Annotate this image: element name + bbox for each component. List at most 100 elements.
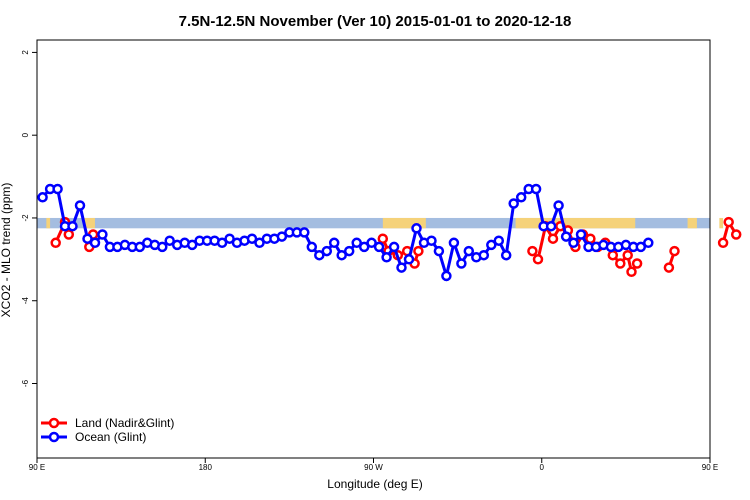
series-1-point <box>456 258 467 269</box>
series-layer <box>37 183 742 282</box>
series-1-point <box>224 233 235 244</box>
series-1-point <box>321 245 333 257</box>
series-1-point <box>635 241 647 253</box>
series-0-point <box>63 229 75 240</box>
series-1-point <box>82 233 93 244</box>
series-1-point <box>164 235 175 246</box>
series-1-point <box>254 237 265 249</box>
axes: 90 E 180 90 W 0 90 E 2 0 -2 -4 -6 <box>21 50 718 472</box>
series-1 <box>37 183 654 282</box>
series-1-point <box>486 239 497 251</box>
series-0-point <box>413 245 424 257</box>
legend-swatch-marker <box>48 417 60 429</box>
land-band-2 <box>382 217 426 229</box>
series-0-point <box>377 233 389 244</box>
series-1-point <box>134 241 146 253</box>
series-0-point <box>615 258 626 269</box>
series-1-point <box>388 241 400 253</box>
series-1-point <box>216 237 228 249</box>
series-0-point <box>717 237 729 249</box>
series-1-point <box>441 270 452 282</box>
legend-item-0: Land (Nadir&Glint) <box>41 416 174 430</box>
series-1-point <box>643 237 654 249</box>
series-0-point <box>547 233 559 244</box>
series-1-point <box>246 233 258 244</box>
series-1-point <box>276 231 288 242</box>
y-tick-label-3: -4 <box>21 297 30 305</box>
series-0-point <box>723 216 734 228</box>
series-0-point <box>626 266 637 278</box>
series-1-point <box>336 249 347 261</box>
ocean-band <box>37 217 710 229</box>
chart-title: 7.5N-12.5N November (Ver 10) 2015-01-01 … <box>179 13 572 30</box>
series-1-point <box>89 237 101 249</box>
series-1-point <box>328 237 340 249</box>
y-tick-label-0: 2 <box>21 50 30 55</box>
series-1-point <box>545 220 557 232</box>
series-0-point <box>663 262 675 273</box>
land-band-1 <box>83 217 95 229</box>
series-0-point <box>631 258 643 269</box>
series-1-point <box>568 237 579 249</box>
series-1-point <box>97 229 108 240</box>
series-1-point <box>373 241 385 253</box>
series-1-point <box>343 245 355 257</box>
series-1-point <box>67 220 78 232</box>
series-1-point <box>426 235 437 246</box>
y-tick-label-4: -6 <box>21 379 30 387</box>
series-1-point <box>299 227 310 238</box>
series-0-point <box>527 245 538 257</box>
series-1-point <box>403 254 415 265</box>
series-1-point <box>37 192 48 203</box>
series-1-point <box>493 235 505 246</box>
series-0-point <box>669 245 680 257</box>
series-1-point <box>575 229 587 240</box>
x-tick-label-3: 0 <box>540 463 545 472</box>
series-0-point <box>607 249 619 261</box>
legend-label: Land (Nadir&Glint) <box>75 416 174 430</box>
series-1-point <box>515 192 527 203</box>
series-1-point <box>351 237 362 249</box>
series-1-point <box>553 200 564 211</box>
series-1-point <box>448 237 460 249</box>
series-1-point <box>358 241 370 253</box>
y-axis-label: XCO2 - MLO trend (ppm) <box>0 183 13 318</box>
legend-label: Ocean (Glint) <box>75 430 146 444</box>
series-1-point <box>530 183 542 195</box>
x-tick-label-4: 90 E <box>702 463 718 472</box>
series-0-point <box>730 229 742 240</box>
background-band <box>37 217 724 229</box>
series-1-point <box>433 245 445 257</box>
x-tick-label-2: 90 W <box>364 463 383 472</box>
legend: Land (Nadir&Glint)Ocean (Glint) <box>41 416 174 444</box>
series-1-point <box>306 241 318 253</box>
series-0-point <box>50 237 61 249</box>
series-1-point <box>500 249 512 261</box>
x-axis-label: Longitude (deg E) <box>327 477 422 491</box>
series-1-point <box>52 183 63 195</box>
land-band-0 <box>46 217 51 229</box>
series-1-point <box>463 245 475 257</box>
series-0-point <box>585 233 596 244</box>
series-0-point <box>622 249 633 261</box>
land-band-3 <box>515 217 636 229</box>
x-tick-label-1: 180 <box>199 463 213 472</box>
series-1-point <box>74 200 86 211</box>
series-1-point <box>478 249 490 261</box>
series-1-point <box>366 237 377 249</box>
series-1-point <box>560 231 572 242</box>
series-0-point <box>532 254 544 265</box>
y-tick-label-1: 0 <box>21 132 30 137</box>
series-1-point <box>508 198 519 209</box>
land-band-4 <box>687 217 697 229</box>
land-band-5 <box>719 217 724 229</box>
series-1-point <box>314 249 325 261</box>
x-tick-label-0: 90 E <box>29 463 45 472</box>
series-1-point <box>411 223 422 234</box>
series-1-point <box>186 239 198 251</box>
series-1-point <box>396 262 407 273</box>
series-1-point <box>157 241 168 253</box>
legend-swatch-marker <box>48 431 60 443</box>
y-tick-label-2: -2 <box>21 214 30 222</box>
